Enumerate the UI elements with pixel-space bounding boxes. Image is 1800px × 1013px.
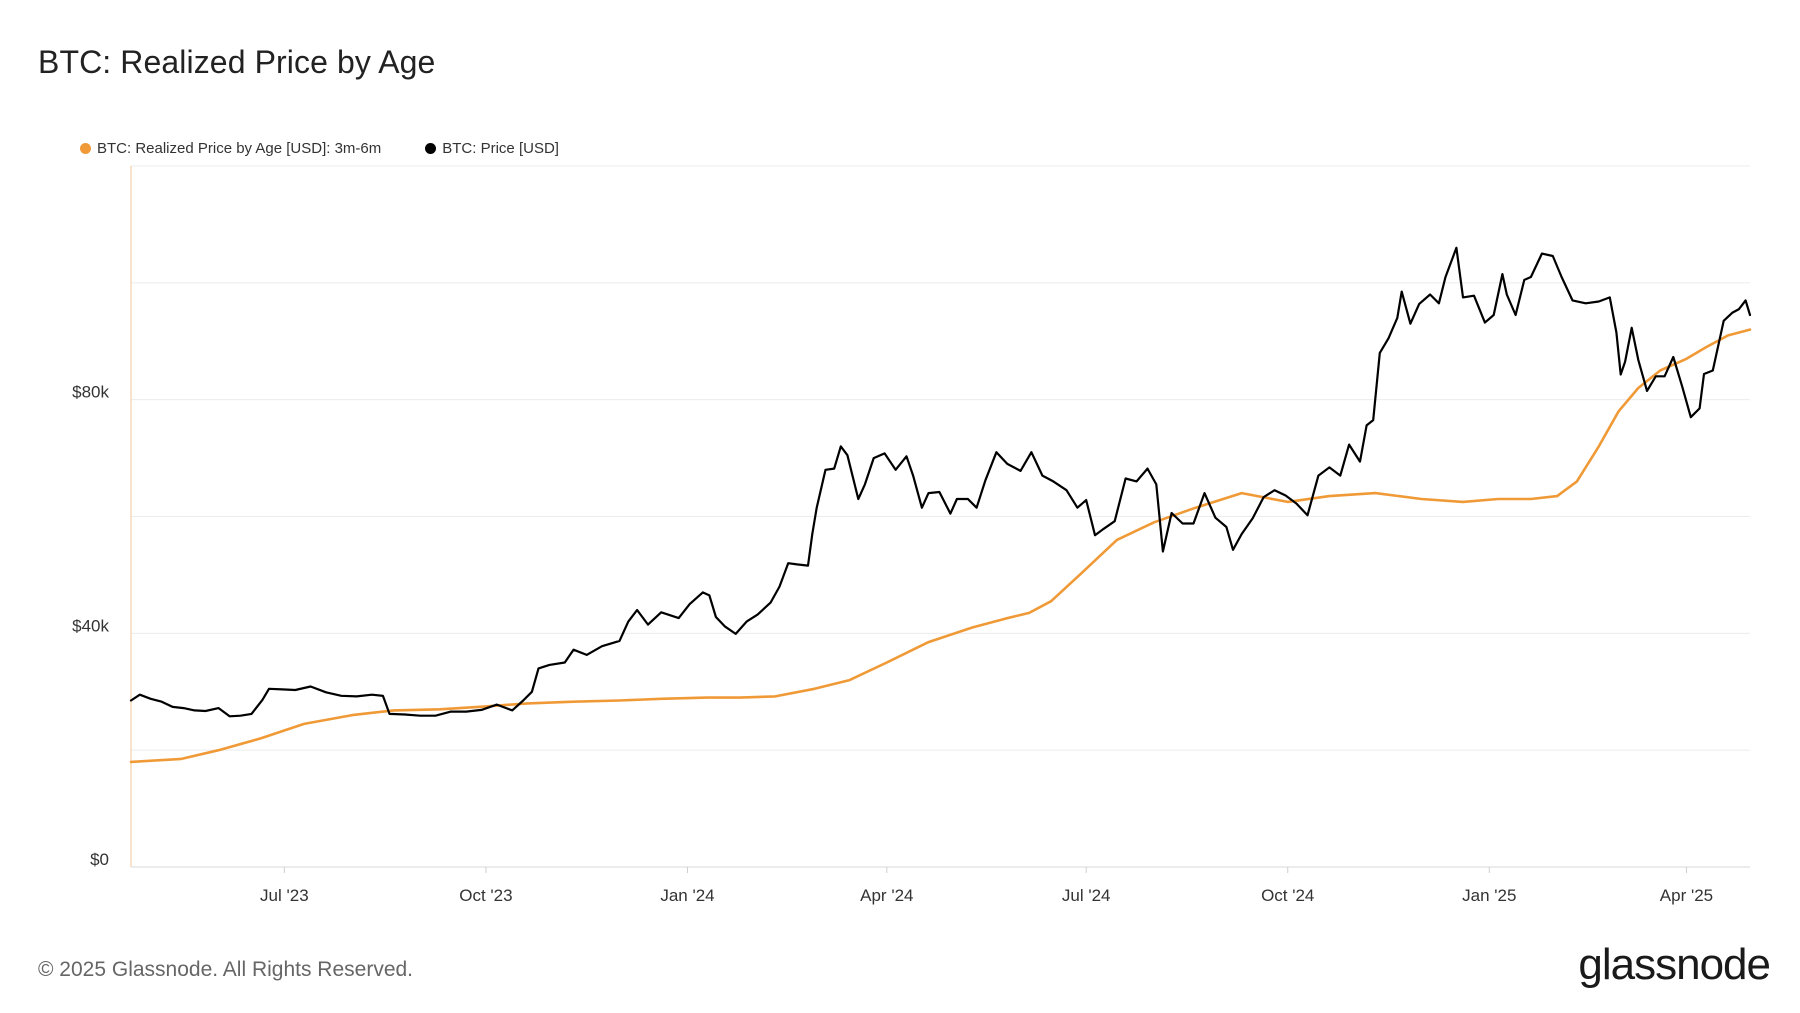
y-tick-label: $40k: [72, 616, 109, 635]
x-tick-label: Oct '23: [459, 886, 512, 905]
x-tick-label: Oct '24: [1261, 886, 1314, 905]
y-tick-label: $0: [90, 850, 109, 869]
x-tick-label: Apr '25: [1660, 886, 1713, 905]
legend-dot-icon-price: [425, 143, 437, 154]
legend-item-btc-price[interactable]: BTC: Price [USD]: [425, 140, 559, 157]
btc-price-line: [129, 246, 1752, 718]
y-tick-label: $80k: [72, 383, 109, 402]
x-tick-label: Apr '24: [860, 886, 913, 905]
legend-label-realized: BTC: Realized Price by Age [USD]: 3m-6m: [97, 140, 382, 157]
series-layer: [129, 246, 1752, 764]
chart-title: BTC: Realized Price by Age: [38, 44, 436, 80]
x-tick-label: Jul '24: [1062, 886, 1111, 905]
axes: [130, 166, 1750, 873]
legend-item-realized-price[interactable]: BTC: Realized Price by Age [USD]: 3m-6m: [80, 140, 381, 157]
x-tick-label: Jan '24: [660, 886, 714, 905]
copyright-footer: © 2025 Glassnode. All Rights Reserved.: [38, 958, 414, 981]
grid-lines: [131, 165, 1750, 868]
tick-labels: Jul '23 Oct '23 Jan '24 Apr '24 Jul '24 Oct '…: [72, 383, 1713, 905]
x-tick-label: Jul '23: [260, 886, 309, 905]
legend-dot-icon-realized: [80, 143, 91, 154]
chart-legend: BTC: Realized Price by Age [USD]: 3m-6m …: [80, 140, 559, 157]
x-tick-label: Jan '25: [1462, 886, 1516, 905]
realized-price-3m-6m-line: [129, 328, 1752, 764]
glassnode-logo[interactable]: glassnode: [1578, 940, 1771, 989]
legend-label-price: BTC: Price [USD]: [442, 140, 559, 157]
